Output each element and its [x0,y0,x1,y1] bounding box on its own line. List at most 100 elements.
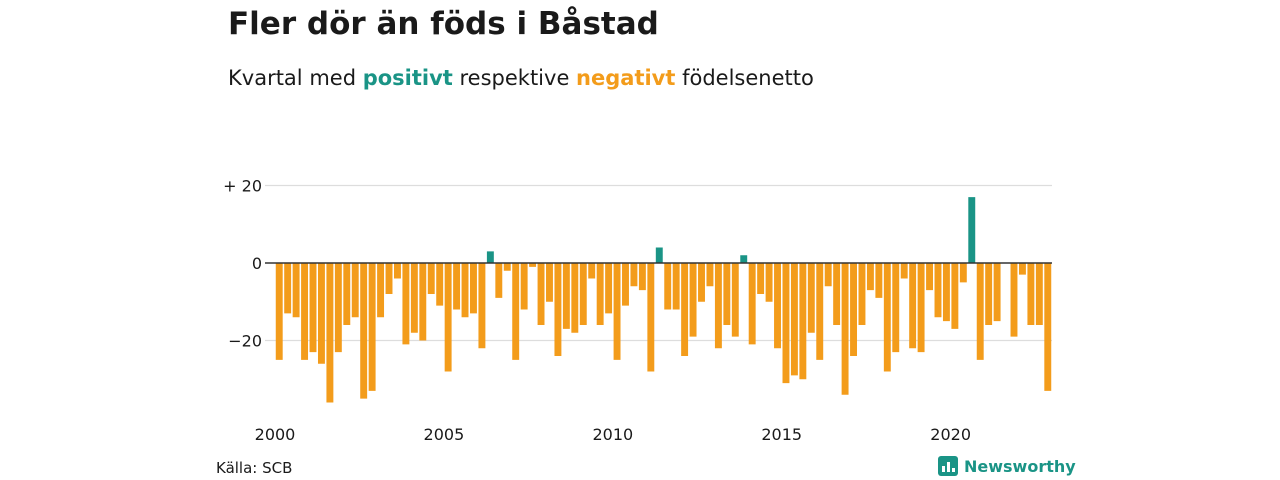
subtitle-negative-label: negativt [576,66,676,90]
brand-name: Newsworthy [964,456,1076,476]
bar-negative [613,263,621,360]
bar-negative [926,263,934,291]
bar-negative [689,263,697,337]
bar-negative [495,263,503,298]
bar-negative [326,263,334,403]
bar-negative [816,263,824,360]
bar-negative [520,263,528,310]
bar-negative [275,263,283,360]
bar-negative [1027,263,1035,325]
y-tick-label: −20 [228,332,262,351]
bar-negative [512,263,520,360]
bar-negative [833,263,841,325]
source-note: Källa: SCB [216,459,293,477]
x-tick-label: 2000 [255,425,296,444]
bar-negative [909,263,917,349]
bar-negative [942,263,950,322]
bar-negative [571,263,579,333]
bar-negative [334,263,342,353]
bar-negative [900,263,908,279]
bar-negative [385,263,393,294]
bar-negative [985,263,993,325]
bar-negative [866,263,874,291]
bar-positive [740,255,748,263]
bar-negative [790,263,798,376]
bar-negative [436,263,444,306]
bar-negative [951,263,959,329]
bar-negative [698,263,705,302]
bar-negative [419,263,427,341]
newsworthy-logo-icon [938,456,958,476]
bar-negative [453,263,461,310]
bar-negative [622,263,629,306]
bar-negative [478,263,486,349]
chart-title: Fler dör än föds i Båstad [228,6,659,42]
bar-negative [765,263,773,302]
bar-negative [410,263,418,333]
bar-negative [588,263,596,279]
x-tick-label: 2010 [592,425,633,444]
bar-negative [714,263,722,349]
brand-logo: Newsworthy [938,456,1076,476]
bar-negative [875,263,883,298]
bar-negative [360,263,368,399]
bar-negative [630,263,638,287]
bar-negative [1044,263,1052,391]
bar-negative [748,263,756,345]
bar-negative [807,263,815,333]
bar-negative [638,263,646,291]
bar-negative [343,263,351,325]
bar-negative [546,263,553,302]
bar-negative [850,263,857,356]
x-tick-label: 2020 [930,425,971,444]
bar-negative [841,263,849,395]
chart-subtitle: Kvartal med positivt respektive negativt… [228,66,814,90]
bar-negative [605,263,613,314]
bar-negative [284,263,292,314]
subtitle-positive-label: positivt [362,66,453,90]
bar-negative [554,263,562,356]
bar-negative [993,263,1001,322]
bar-negative [402,263,410,345]
bar-negative [934,263,942,318]
bar-negative [959,263,967,283]
bar-negative [824,263,832,287]
y-tick-label: 0 [252,254,262,273]
bar-negative [470,263,477,314]
bar-negative [647,263,655,372]
bar-negative [562,263,570,329]
bar-negative [427,263,435,294]
bar-negative [858,263,866,325]
bar-negative [309,263,317,353]
bar-negative [1018,263,1026,275]
bar-negative [596,263,604,325]
bar-negative [782,263,790,384]
bar-negative [377,263,385,318]
bar-negative [529,263,537,267]
bar-negative [579,263,587,325]
bar-negative [1035,263,1043,325]
bar-negative [799,263,807,380]
bar-negative [368,263,376,391]
bar-negative [461,263,469,318]
bar-negative [774,263,781,349]
bar-negative [292,263,300,318]
bar-negative [1010,263,1018,337]
subtitle-prefix: Kvartal med [228,66,363,90]
bar-negative [317,263,325,364]
subtitle-suffix: födelsenetto [675,66,814,90]
bar-negative [917,263,925,353]
bar-negative [706,263,714,287]
bar-negative [503,263,511,271]
x-tick-label: 2005 [424,425,465,444]
bar-negative [444,263,452,372]
bar-negative [672,263,680,310]
y-tick-label: + 20 [223,177,262,196]
bar-positive [486,251,494,263]
bar-negative [892,263,900,353]
bar-negative [393,263,401,279]
bar-positive [968,197,976,263]
bar-positive [655,247,663,263]
subtitle-middle: respektive [452,66,577,90]
